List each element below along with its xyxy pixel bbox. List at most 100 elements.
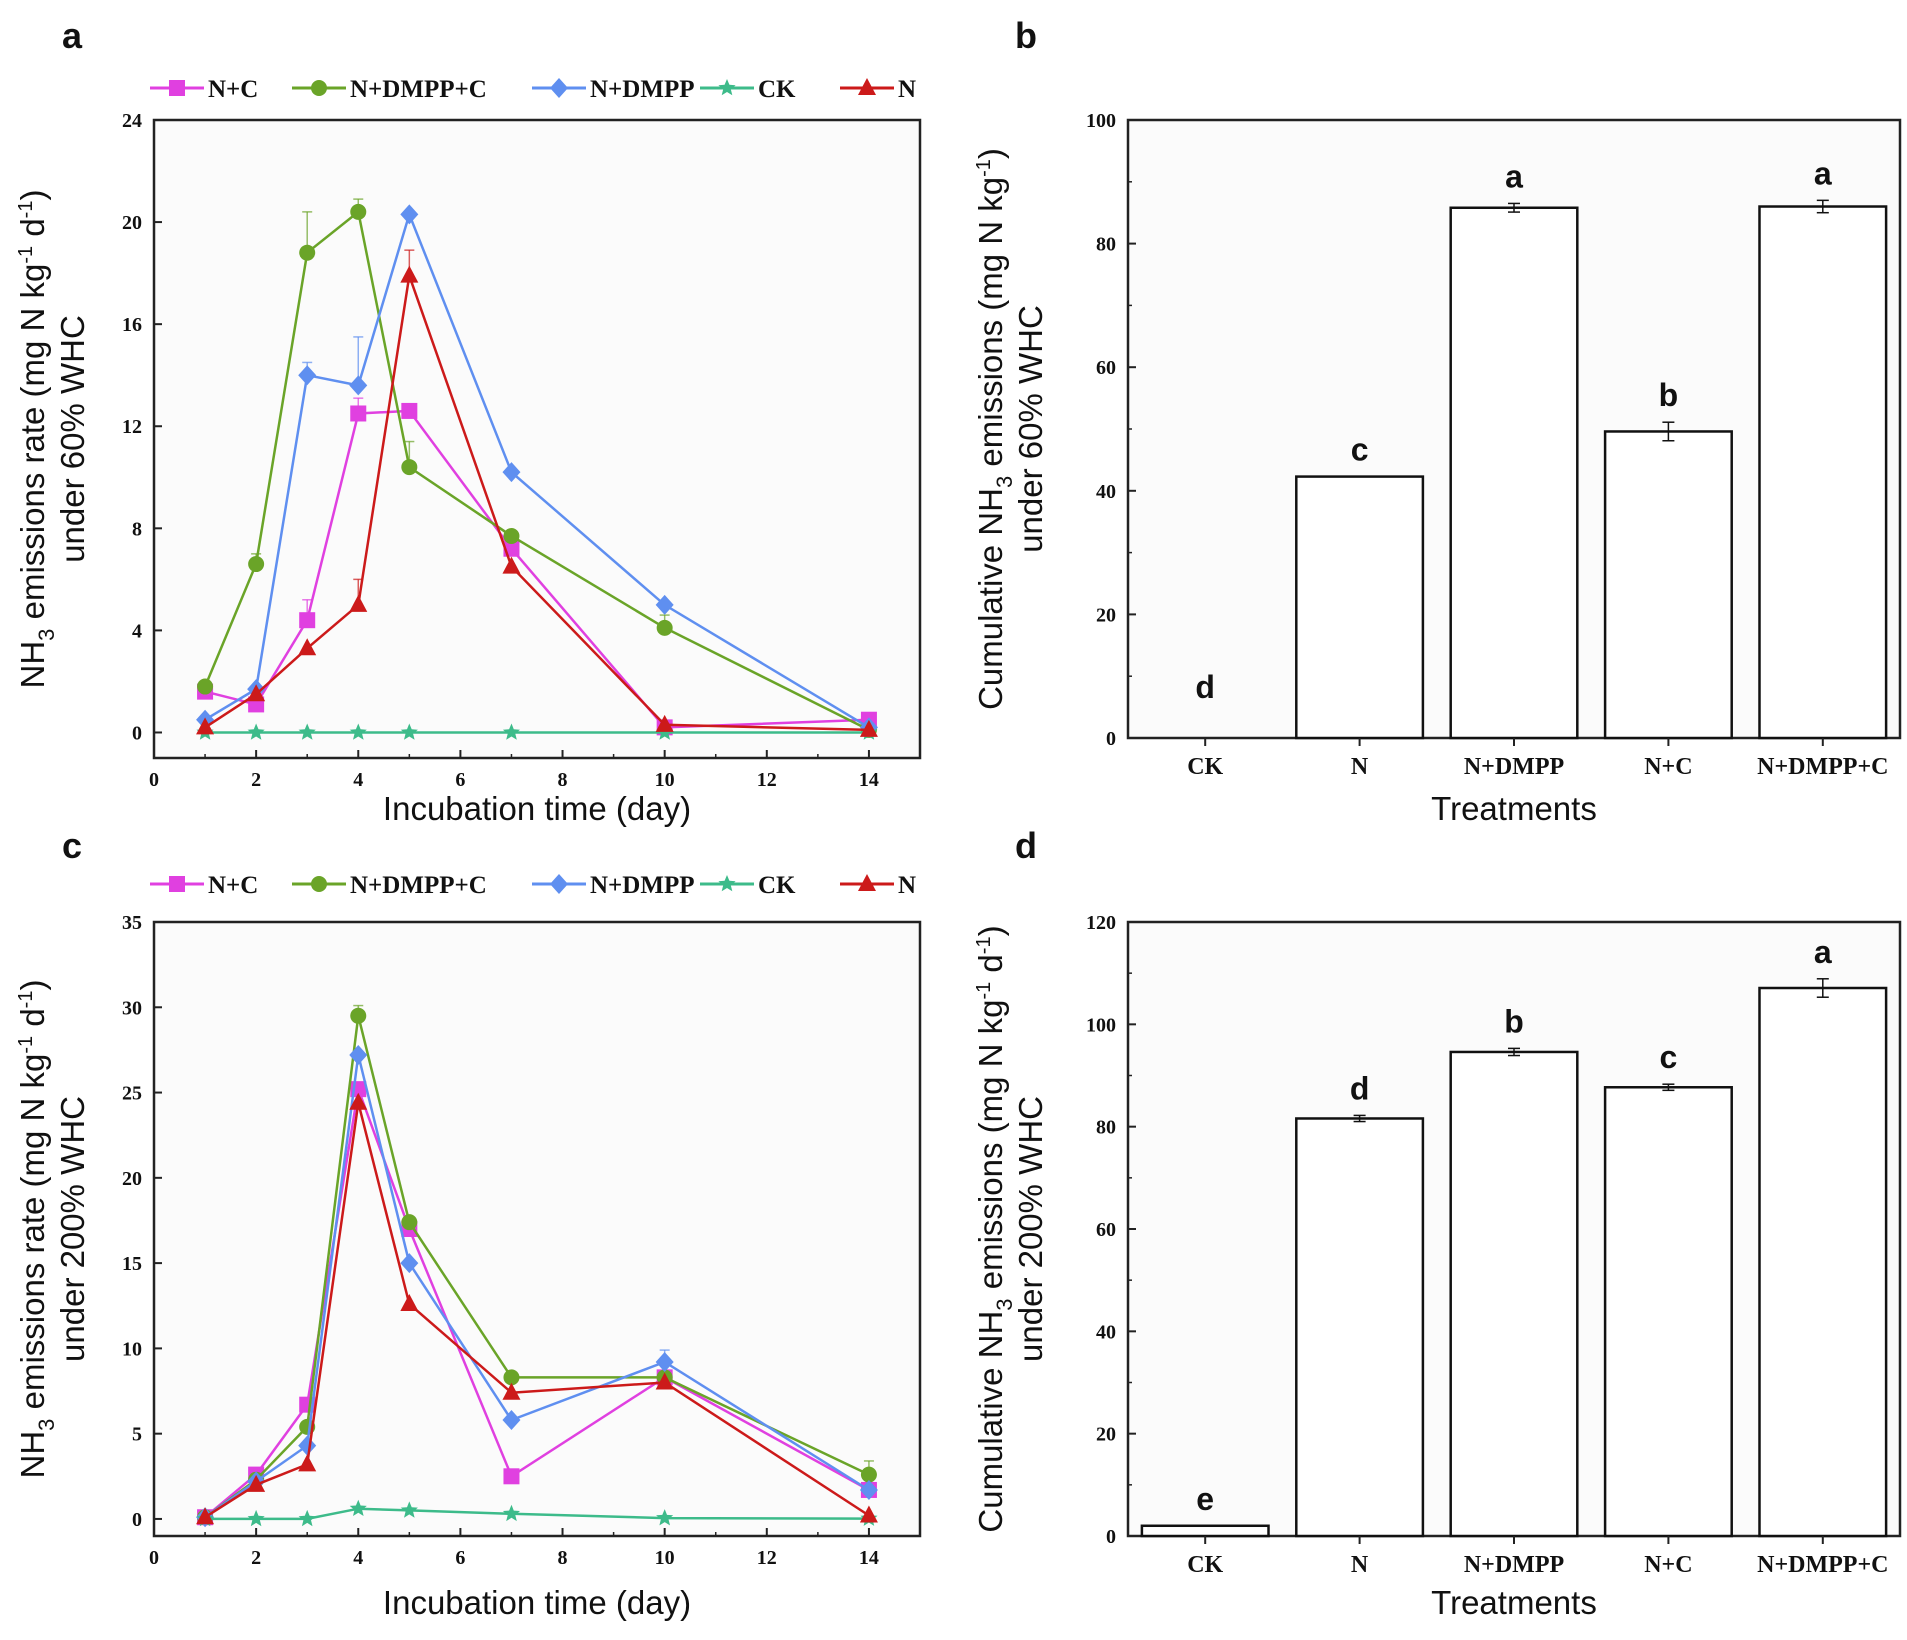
data-point xyxy=(247,1509,265,1527)
significance-letter: c xyxy=(1660,1039,1678,1075)
y-tick-label: 80 xyxy=(1096,234,1116,256)
bar xyxy=(1449,1050,1579,1538)
bar-chart-b: b020406080100dCKcNaN+DMPPbN+CaN+DMPP+CTr… xyxy=(972,15,1902,827)
panel-letter: a xyxy=(62,15,83,56)
panel-letter: b xyxy=(1015,15,1037,56)
bar xyxy=(1758,986,1888,1538)
legend-label: CK xyxy=(758,872,796,899)
data-point xyxy=(656,619,673,636)
data-point xyxy=(298,1454,317,1472)
data-point xyxy=(247,1474,266,1492)
line-chart-c: c 0 2 4 6 8 10 12 14 0 5 10 15 20 25 30 35 Incubation tim… xyxy=(14,825,922,1621)
bar-group-CK: e CK xyxy=(1140,1481,1270,1578)
bar-group-N+DMPP: b N+DMPP xyxy=(1449,1003,1579,1578)
significance-letter: d xyxy=(1350,1070,1370,1106)
data-point xyxy=(196,717,215,735)
y-tick-label: 20 xyxy=(122,1168,142,1190)
category-label: N+DMPP+C xyxy=(1757,1552,1888,1578)
legend-label: CK xyxy=(758,76,796,103)
data-point xyxy=(400,1294,419,1312)
bar-chart-d: d020406080100120eCKdNbN+DMPPcN+CaN+DMPP+… xyxy=(972,825,1902,1621)
data-point xyxy=(299,612,316,629)
x-tick-label: 2 xyxy=(251,769,261,791)
y-tick-label: 60 xyxy=(1096,357,1116,379)
data-point xyxy=(400,723,418,740)
bar-group-N+DMPP+C: a N+DMPP+C xyxy=(1757,155,1888,780)
legend-marker xyxy=(858,874,876,891)
legend-item-N+C: N+C xyxy=(150,872,258,899)
bar xyxy=(1449,206,1579,740)
category-label: N+C xyxy=(1644,1552,1692,1578)
y-tick-label: 24 xyxy=(122,110,142,132)
y-tick-label: 0 xyxy=(1106,1526,1116,1548)
x-tick-label: 10 xyxy=(655,769,675,791)
data-point xyxy=(349,1499,367,1516)
significance-letter: c xyxy=(1351,432,1369,468)
data-point xyxy=(502,556,521,574)
category-label: N xyxy=(1351,754,1369,780)
legend: N+C N+DMPP+C N+DMPP CK N xyxy=(150,872,916,899)
x-tick-label: 10 xyxy=(655,1547,675,1569)
y-tick-label: 100 xyxy=(1086,1014,1116,1036)
significance-letter: b xyxy=(1659,377,1679,413)
category-label: N+DMPP xyxy=(1464,1552,1564,1578)
legend-marker xyxy=(550,78,568,98)
x-tick-label: 12 xyxy=(757,1547,777,1569)
x-axis-title: Incubation time (day) xyxy=(383,790,691,827)
data-point xyxy=(298,1509,316,1527)
data-point xyxy=(298,723,316,740)
legend-marker xyxy=(858,78,876,95)
data-point xyxy=(247,723,265,740)
data-point xyxy=(350,1007,367,1024)
legend-item-CK: CK xyxy=(700,872,796,899)
data-point xyxy=(859,719,878,737)
category-label: N+DMPP xyxy=(1464,754,1564,780)
category-label: N+DMPP+C xyxy=(1757,754,1888,780)
legend-item-CK: CK xyxy=(700,76,796,103)
legend-label: N+C xyxy=(208,872,258,899)
panel-letter: c xyxy=(62,825,82,866)
series-line xyxy=(204,1102,870,1519)
x-tick-label: 6 xyxy=(455,769,465,791)
legend-label: N+DMPP xyxy=(590,76,695,103)
series-line xyxy=(204,1054,870,1519)
series-line xyxy=(204,275,869,732)
data-point xyxy=(503,1369,520,1386)
legend-marker xyxy=(169,80,185,96)
y-tick-label: 100 xyxy=(1086,110,1116,132)
y-axis-title: Cumulative NH3 emissions (mg N kg-1)unde… xyxy=(972,148,1049,710)
x-tick-label: 0 xyxy=(149,1547,159,1569)
series-line xyxy=(203,209,870,732)
panel-letter: d xyxy=(1015,825,1037,866)
category-label: CK xyxy=(1187,754,1223,780)
y-tick-label: 30 xyxy=(122,997,142,1019)
bar xyxy=(1758,205,1888,740)
y-axis-title: NH3 emissions rate (mg N kg-1 d-1)under … xyxy=(14,980,91,1479)
y-tick-label: 20 xyxy=(122,212,142,234)
legend-item-N+DMPP+C: N+DMPP+C xyxy=(292,76,487,103)
legend-item-N+C: N+C xyxy=(150,76,258,103)
data-point xyxy=(859,1479,878,1500)
category-label: N xyxy=(1351,1552,1369,1578)
data-point xyxy=(655,1352,674,1373)
y-tick-label: 12 xyxy=(122,416,142,438)
x-tick-label: 6 xyxy=(455,1547,465,1569)
legend-item-N: N xyxy=(840,872,916,899)
data-point xyxy=(503,1468,520,1485)
y-tick-label: 80 xyxy=(1096,1117,1116,1139)
bar xyxy=(1295,1117,1425,1538)
data-point xyxy=(502,462,521,483)
y-tick-label: 0 xyxy=(132,722,142,744)
data-point xyxy=(400,265,419,283)
y-tick-label: 25 xyxy=(122,1083,142,1105)
bar xyxy=(1295,475,1425,740)
series-line xyxy=(205,1507,869,1521)
x-tick-label: 4 xyxy=(353,1547,363,1569)
x-tick-label: 14 xyxy=(859,1547,879,1569)
data-point xyxy=(299,244,316,261)
bar-group-N+DMPP: a N+DMPP xyxy=(1449,158,1579,780)
bar-group-CK: d CK xyxy=(1187,669,1223,780)
category-label: N+C xyxy=(1644,754,1692,780)
